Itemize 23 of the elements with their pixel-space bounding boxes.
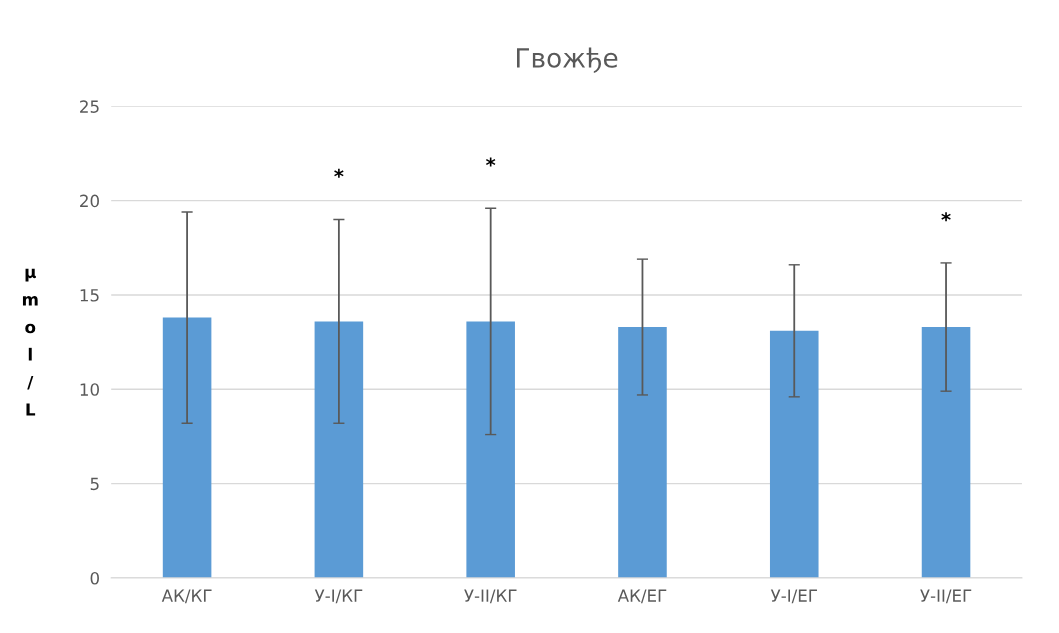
chart-title: Гвожђе <box>517 47 618 73</box>
y-tick-label: 15 <box>80 289 99 302</box>
y-tick-label: 0 <box>90 571 99 585</box>
bar <box>769 330 819 578</box>
x-tick-label: У-I/КГ <box>314 589 363 604</box>
y-tick-label: 20 <box>80 194 99 208</box>
y-tick-label: 25 <box>80 100 99 113</box>
x-tick-label: У-I/ЕГ <box>770 589 817 604</box>
annotation: * <box>941 212 951 222</box>
x-tick-label: У-II/ЕГ <box>920 589 972 604</box>
y-tick-label: 10 <box>80 383 99 396</box>
y-tick-label: 5 <box>90 477 99 491</box>
bar <box>314 321 364 578</box>
bar <box>618 327 667 578</box>
x-tick-label: У-II/КГ <box>464 589 517 604</box>
y-axis-title: μmol/L <box>22 268 38 416</box>
x-tick-label: АК/КГ <box>161 589 212 604</box>
annotation: * <box>485 157 496 167</box>
x-tick-label: АК/ЕГ <box>617 589 667 604</box>
annotation: * <box>334 168 344 178</box>
bar <box>162 317 212 578</box>
bar <box>921 327 971 578</box>
bar <box>466 321 515 578</box>
